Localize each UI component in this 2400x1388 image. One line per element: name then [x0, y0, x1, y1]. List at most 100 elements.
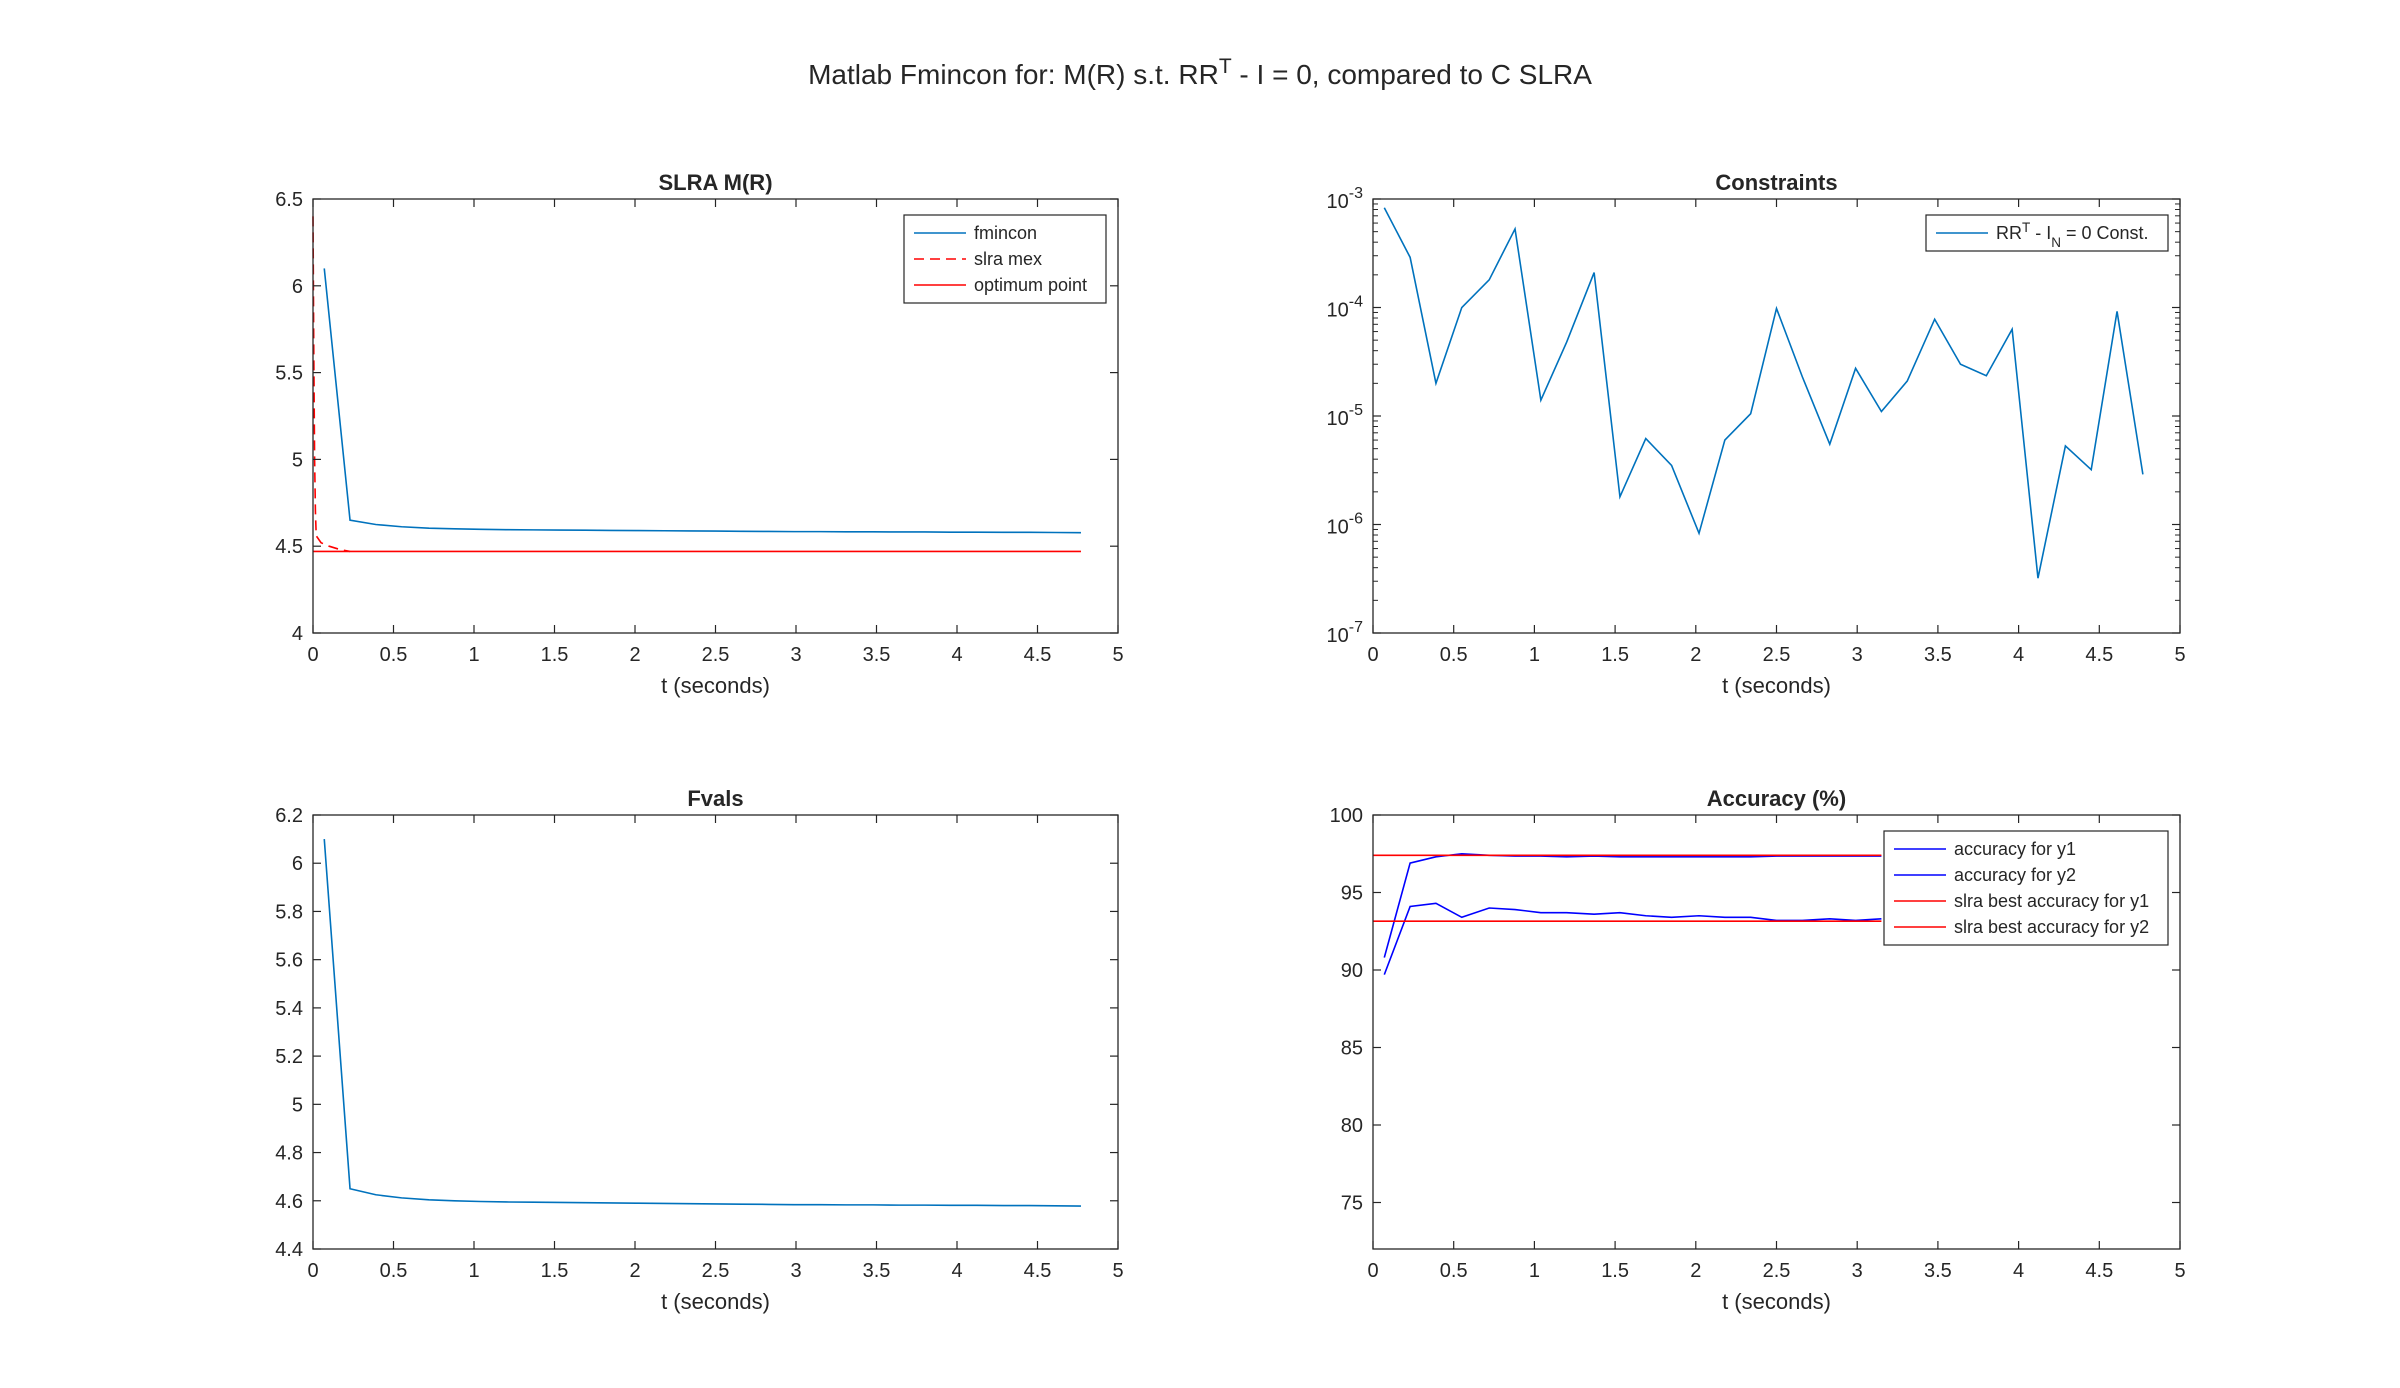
- accuracy-x-tick-label: 2: [1690, 1260, 1701, 1282]
- fvals-y-tick-label: 6.2: [275, 805, 303, 827]
- fvals-y-tick-label: 6: [292, 853, 303, 875]
- slra-m-r-y-tick-label: 4: [292, 623, 303, 645]
- fvals-y-tick-label: 5.2: [275, 1046, 303, 1068]
- fvals-x-tick-label: 1.5: [541, 1260, 569, 1282]
- fvals-x-tick-label: 4.5: [1024, 1260, 1052, 1282]
- slra-m-r-x-tick-label: 2.5: [702, 644, 730, 666]
- accuracy-legend-label: slra best accuracy for y2: [1954, 917, 2149, 937]
- constraints-x-tick-label: 5: [2174, 644, 2185, 666]
- constraints-x-tick-label: 1: [1529, 644, 1540, 666]
- constraints-y-tick-exp: -6: [1349, 511, 1363, 528]
- constraints-x-tick-label: 1.5: [1601, 644, 1629, 666]
- slra-m-r-y-tick-label: 5.5: [275, 363, 303, 385]
- fvals-x-tick-label: 1: [468, 1260, 479, 1282]
- constraints-x-label: t (seconds): [1722, 673, 1831, 698]
- constraints-x-tick-label: 0: [1367, 644, 1378, 666]
- fvals-y-tick-label: 5.6: [275, 950, 303, 972]
- constraints-y-tick-base: 10: [1327, 517, 1349, 539]
- slra-m-r-x-tick-label: 3: [790, 644, 801, 666]
- slra-m-r-x-tick-label: 4: [951, 644, 962, 666]
- constraints-y-tick-base: 10: [1327, 300, 1349, 322]
- constraints-x-tick-label: 0.5: [1440, 644, 1468, 666]
- fvals-x-tick-label: 4: [951, 1260, 962, 1282]
- fvals-y-tick-label: 5: [292, 1094, 303, 1116]
- fvals-x-tick-label: 5: [1112, 1260, 1123, 1282]
- slra-m-r-x-tick-label: 0: [307, 644, 318, 666]
- constraints-plot-area: [1373, 199, 2180, 633]
- fvals-plot-area: [313, 815, 1118, 1249]
- constraints-x-tick-label: 2.5: [1763, 644, 1791, 666]
- constraints-x-tick-label: 4.5: [2085, 644, 2113, 666]
- constraints-legend-label-part: T: [2022, 220, 2030, 235]
- fvals-x-tick-label: 2.5: [702, 1260, 730, 1282]
- constraints-x-tick-label: 3: [1852, 644, 1863, 666]
- fvals-series-line: [323, 839, 1081, 1207]
- constraints-y-tick-label: 10-4: [1327, 294, 1364, 322]
- fvals-y-tick-label: 5.4: [275, 998, 303, 1020]
- constraints-y-tick-label: 10-5: [1327, 402, 1364, 430]
- slra-m-r-x-tick-label: 1.5: [541, 644, 569, 666]
- fvals-y-tick-label: 5.8: [275, 901, 303, 923]
- constraints-y-tick-exp: -3: [1349, 185, 1363, 202]
- slra-m-r-x-tick-label: 1: [468, 644, 479, 666]
- fvals-y-tick-label: 4.8: [275, 1143, 303, 1165]
- constraints-axes: 0 0.5 1 1.5 2 2.5 3 3.5 4 4.5 510-710-610-510-410-…: [1327, 170, 2186, 698]
- constraints-x-tick-label: 4: [2013, 644, 2024, 666]
- accuracy-title: Accuracy (%): [1707, 786, 1846, 811]
- accuracy-x-tick-label: 4.5: [2085, 1260, 2113, 1282]
- slra-m-r-legend-label: optimum point: [974, 275, 1087, 295]
- accuracy-x-tick-label: 1: [1529, 1260, 1540, 1282]
- figure-title: Matlab Fmincon for: M(R) s.t. RRT - I = …: [808, 55, 1592, 91]
- accuracy-legend-label: accuracy for y2: [1954, 865, 2076, 885]
- fvals-axes: 0 0.5 1 1.5 2 2.5 3 3.5 4 4.5 5 4.4 4.6 4.8 5 5.2 5.4 5.6…: [275, 786, 1123, 1314]
- constraints-y-tick-exp: -7: [1349, 619, 1363, 636]
- accuracy-legend: accuracy for y1 accuracy for y2 slra best …: [1883, 830, 2169, 946]
- accuracy-legend-label: slra best accuracy for y1: [1954, 891, 2149, 911]
- slra-m-r-x-label: t (seconds): [661, 673, 770, 698]
- constraints-legend-label-part: N: [2051, 235, 2061, 250]
- constraints-legend-label-part: - I: [2030, 223, 2051, 243]
- slra-m-r-y-tick-label: 5: [292, 449, 303, 471]
- fvals-y-tick-label: 4.6: [275, 1191, 303, 1213]
- constraints-legend-label-part: = 0 Const.: [2061, 223, 2149, 243]
- accuracy-x-tick-label: 2.5: [1763, 1260, 1791, 1282]
- accuracy-x-label: t (seconds): [1722, 1289, 1831, 1314]
- slra-m-r-axes: 0 0.5 1 1.5 2 2.5 3 3.5 4 4.5 5 4 4.5 5 5.5 6 6.5 SLRA M(…: [275, 170, 1123, 698]
- slra-m-r-y-tick-label: 6: [292, 276, 303, 298]
- accuracy-y-tick-label: 95: [1341, 883, 1363, 905]
- accuracy-axes: 0 0.5 1 1.5 2 2.5 3 3.5 4 4.5 5 75 80 85 90 95 100 Accura…: [1330, 786, 2186, 1314]
- constraints-y-tick-base: 10: [1327, 408, 1349, 430]
- constraints-series-line: [1383, 207, 2144, 579]
- constraints-legend-label: RRT - IN = 0 Const.: [1996, 220, 2149, 250]
- constraints-y-tick-exp: -5: [1349, 402, 1363, 419]
- accuracy-x-tick-label: 5: [2174, 1260, 2185, 1282]
- constraints-x-tick-label: 2: [1690, 644, 1701, 666]
- constraints-y-tick-label: 10-3: [1327, 185, 1364, 213]
- slra-m-r-x-tick-label: 3.5: [863, 644, 891, 666]
- fvals-x-tick-label: 3.5: [863, 1260, 891, 1282]
- constraints-y-tick-base: 10: [1327, 625, 1349, 647]
- accuracy-legend-box: [1883, 830, 2169, 946]
- slra-m-r-series-line: [323, 268, 1081, 534]
- slra-m-r-x-tick-label: 5: [1112, 644, 1123, 666]
- constraints-y-tick-label: 10-7: [1327, 619, 1364, 647]
- fvals-x-tick-label: 0.5: [380, 1260, 408, 1282]
- fvals-x-tick-label: 0: [307, 1260, 318, 1282]
- slra-m-r-legend-label: slra mex: [974, 249, 1042, 269]
- slra-m-r-y-tick-label: 4.5: [275, 536, 303, 558]
- constraints-x-tick-label: 3.5: [1924, 644, 1952, 666]
- accuracy-x-tick-label: 4: [2013, 1260, 2024, 1282]
- fvals-title: Fvals: [687, 786, 743, 811]
- slra-m-r-title: SLRA M(R): [658, 170, 772, 195]
- constraints-legend-label-part: RR: [1996, 223, 2022, 243]
- slra-m-r-legend: fmincon slra mex optimum point: [903, 214, 1107, 304]
- slra-m-r-x-tick-label: 4.5: [1024, 644, 1052, 666]
- accuracy-x-tick-label: 3: [1852, 1260, 1863, 1282]
- slra-m-r-x-tick-label: 0.5: [380, 644, 408, 666]
- accuracy-legend-label: accuracy for y1: [1954, 839, 2076, 859]
- slra-m-r-y-tick-label: 6.5: [275, 189, 303, 211]
- accuracy-x-tick-label: 1.5: [1601, 1260, 1629, 1282]
- figure-title-part: Matlab Fmincon for: M(R) s.t. RR: [808, 59, 1219, 90]
- fvals-x-label: t (seconds): [661, 1289, 770, 1314]
